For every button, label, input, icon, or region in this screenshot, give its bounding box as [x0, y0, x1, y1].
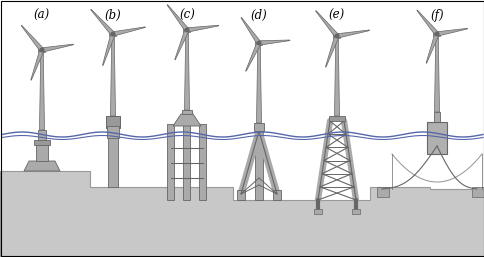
Bar — [199, 124, 206, 200]
Bar — [237, 190, 244, 200]
Text: (d): (d) — [250, 9, 267, 22]
Circle shape — [40, 48, 44, 52]
Bar — [426, 122, 446, 154]
Polygon shape — [24, 161, 60, 171]
Bar — [376, 187, 388, 197]
Bar — [433, 112, 439, 122]
Polygon shape — [336, 30, 369, 38]
Bar — [107, 126, 119, 138]
Polygon shape — [325, 35, 338, 67]
Bar — [254, 123, 263, 131]
Polygon shape — [21, 25, 44, 51]
Bar — [38, 130, 46, 140]
Bar — [106, 116, 120, 128]
Circle shape — [185, 28, 188, 32]
Bar — [255, 41, 262, 45]
Polygon shape — [256, 43, 261, 123]
Text: (b): (b) — [105, 9, 121, 22]
Polygon shape — [241, 17, 260, 44]
Polygon shape — [425, 33, 438, 63]
Polygon shape — [110, 34, 115, 116]
Bar — [313, 209, 321, 214]
Bar — [182, 110, 192, 114]
Bar — [108, 118, 118, 187]
Polygon shape — [166, 5, 188, 31]
Circle shape — [111, 32, 115, 36]
Polygon shape — [436, 28, 467, 36]
Polygon shape — [186, 25, 218, 32]
Bar — [471, 187, 483, 197]
Polygon shape — [258, 40, 289, 45]
Polygon shape — [174, 29, 189, 60]
Bar — [183, 28, 190, 32]
Bar — [333, 34, 340, 38]
Circle shape — [334, 34, 338, 38]
Bar — [433, 32, 439, 36]
Polygon shape — [91, 9, 114, 35]
Polygon shape — [334, 36, 339, 116]
Text: (f): (f) — [429, 9, 443, 22]
Bar — [183, 124, 190, 200]
Polygon shape — [39, 50, 45, 130]
Bar — [351, 209, 359, 214]
Text: (c): (c) — [179, 9, 195, 22]
Bar — [38, 48, 45, 52]
Text: (a): (a) — [34, 9, 50, 22]
Polygon shape — [102, 33, 115, 66]
Bar — [272, 190, 280, 200]
Text: (e): (e) — [328, 9, 345, 22]
Bar — [0, 136, 484, 200]
Bar — [167, 124, 174, 200]
Circle shape — [257, 41, 260, 45]
Bar — [328, 116, 344, 121]
Polygon shape — [245, 42, 260, 71]
Polygon shape — [42, 44, 74, 52]
Polygon shape — [173, 114, 200, 126]
Bar — [109, 32, 116, 36]
Polygon shape — [434, 34, 439, 112]
Polygon shape — [112, 27, 145, 36]
Polygon shape — [315, 11, 338, 38]
Bar — [36, 143, 48, 161]
Circle shape — [434, 32, 438, 36]
Polygon shape — [30, 49, 44, 80]
Polygon shape — [416, 10, 438, 35]
Polygon shape — [0, 171, 484, 257]
Bar — [255, 124, 262, 200]
Bar — [34, 140, 50, 145]
Polygon shape — [184, 30, 189, 110]
